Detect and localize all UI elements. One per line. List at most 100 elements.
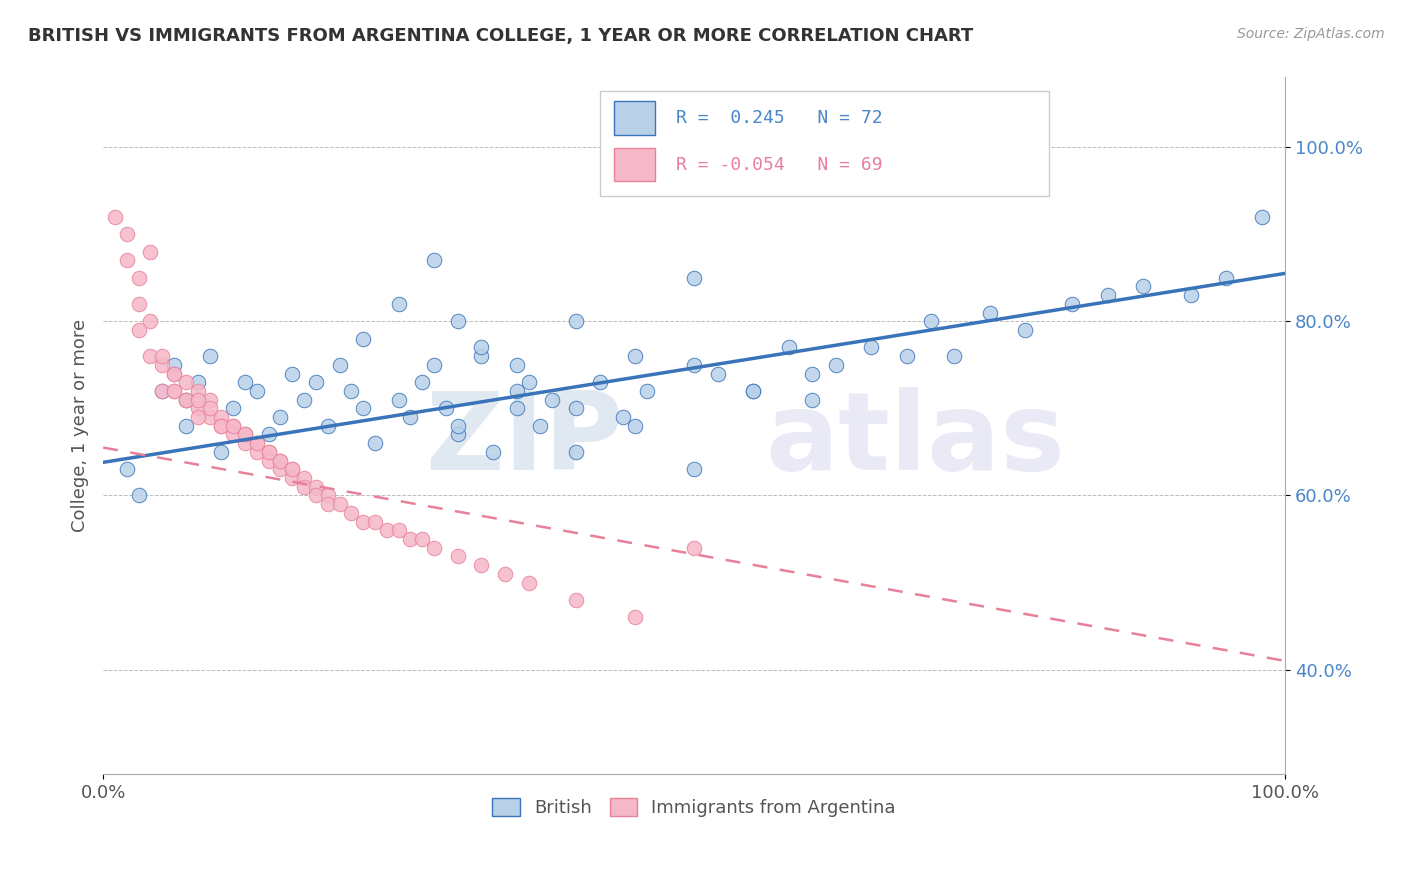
Point: [257, 445, 280, 459]
Point: [174, 376, 197, 390]
FancyBboxPatch shape: [614, 148, 655, 181]
Point: [246, 436, 269, 450]
Text: atlas: atlas: [765, 387, 1064, 492]
Point: [896, 349, 918, 363]
Point: [316, 497, 339, 511]
Point: [636, 384, 658, 398]
Point: [163, 358, 186, 372]
Point: [269, 462, 291, 476]
Text: R =  0.245   N = 72: R = 0.245 N = 72: [676, 109, 883, 127]
Text: Source: ZipAtlas.com: Source: ZipAtlas.com: [1237, 27, 1385, 41]
Point: [624, 349, 647, 363]
Point: [447, 549, 470, 564]
Point: [683, 462, 706, 476]
Point: [612, 410, 634, 425]
Point: [979, 305, 1001, 319]
Point: [305, 376, 328, 390]
Point: [541, 392, 564, 407]
Point: [352, 515, 374, 529]
Point: [257, 427, 280, 442]
Point: [742, 384, 765, 398]
Point: [292, 392, 315, 407]
Point: [506, 384, 529, 398]
Point: [316, 418, 339, 433]
Point: [222, 418, 245, 433]
Point: [565, 593, 588, 607]
Text: BRITISH VS IMMIGRANTS FROM ARGENTINA COLLEGE, 1 YEAR OR MORE CORRELATION CHART: BRITISH VS IMMIGRANTS FROM ARGENTINA COL…: [28, 27, 973, 45]
Point: [388, 392, 411, 407]
Point: [1250, 210, 1272, 224]
Point: [388, 523, 411, 537]
Point: [187, 384, 209, 398]
Point: [233, 436, 256, 450]
Point: [233, 427, 256, 442]
Point: [187, 410, 209, 425]
Point: [163, 367, 186, 381]
Point: [423, 358, 446, 372]
Point: [150, 384, 173, 398]
Point: [470, 349, 492, 363]
Point: [375, 523, 398, 537]
Point: [104, 210, 127, 224]
Point: [565, 445, 588, 459]
Point: [411, 532, 433, 546]
Point: [150, 384, 173, 398]
Point: [246, 384, 269, 398]
FancyBboxPatch shape: [614, 101, 655, 135]
Point: [801, 392, 824, 407]
Point: [860, 340, 883, 354]
Point: [328, 358, 350, 372]
Point: [1132, 279, 1154, 293]
Legend: British, Immigrants from Argentina: British, Immigrants from Argentina: [485, 790, 903, 824]
Point: [209, 418, 232, 433]
Point: [198, 410, 221, 425]
Point: [1215, 270, 1237, 285]
Point: [257, 453, 280, 467]
Point: [683, 541, 706, 555]
Point: [517, 376, 540, 390]
Point: [139, 244, 162, 259]
Point: [233, 427, 256, 442]
Point: [150, 349, 173, 363]
Point: [163, 384, 186, 398]
Point: [139, 349, 162, 363]
Point: [411, 376, 433, 390]
Point: [246, 445, 269, 459]
Y-axis label: College, 1 year or more: College, 1 year or more: [72, 319, 89, 533]
Point: [305, 480, 328, 494]
Point: [209, 410, 232, 425]
Point: [115, 253, 138, 268]
Point: [778, 340, 800, 354]
Point: [364, 515, 387, 529]
Point: [447, 427, 470, 442]
Point: [399, 532, 422, 546]
Point: [198, 392, 221, 407]
Point: [447, 314, 470, 328]
Point: [364, 436, 387, 450]
Point: [447, 418, 470, 433]
Point: [352, 401, 374, 416]
Text: R = -0.054   N = 69: R = -0.054 N = 69: [676, 155, 883, 174]
Point: [128, 297, 150, 311]
Point: [187, 401, 209, 416]
Point: [222, 418, 245, 433]
Point: [174, 418, 197, 433]
Point: [1097, 288, 1119, 302]
Point: [269, 410, 291, 425]
Point: [257, 445, 280, 459]
Point: [1180, 288, 1202, 302]
Point: [187, 392, 209, 407]
Point: [305, 488, 328, 502]
Point: [269, 453, 291, 467]
Point: [269, 453, 291, 467]
Point: [683, 358, 706, 372]
Point: [128, 488, 150, 502]
Point: [128, 270, 150, 285]
Point: [434, 401, 457, 416]
Point: [222, 427, 245, 442]
Point: [209, 445, 232, 459]
Point: [198, 349, 221, 363]
Point: [292, 471, 315, 485]
Point: [388, 297, 411, 311]
Point: [1014, 323, 1036, 337]
